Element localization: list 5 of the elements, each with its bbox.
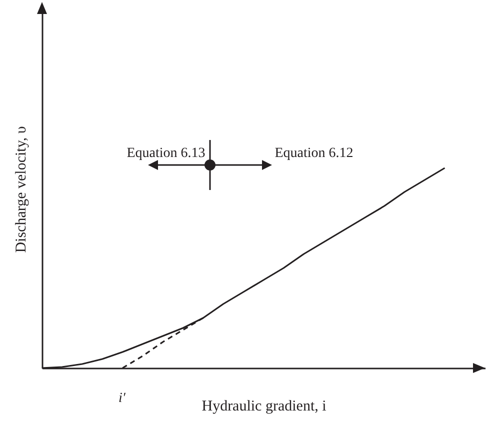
x-axis-title: Hydraulic gradient, i xyxy=(202,398,326,414)
text: i′ xyxy=(118,391,126,406)
y-axis-title: Discharge velocity, υ xyxy=(14,126,30,253)
text: Equation 6.13 xyxy=(126,146,206,161)
text: Equation 6.12 xyxy=(274,146,354,161)
